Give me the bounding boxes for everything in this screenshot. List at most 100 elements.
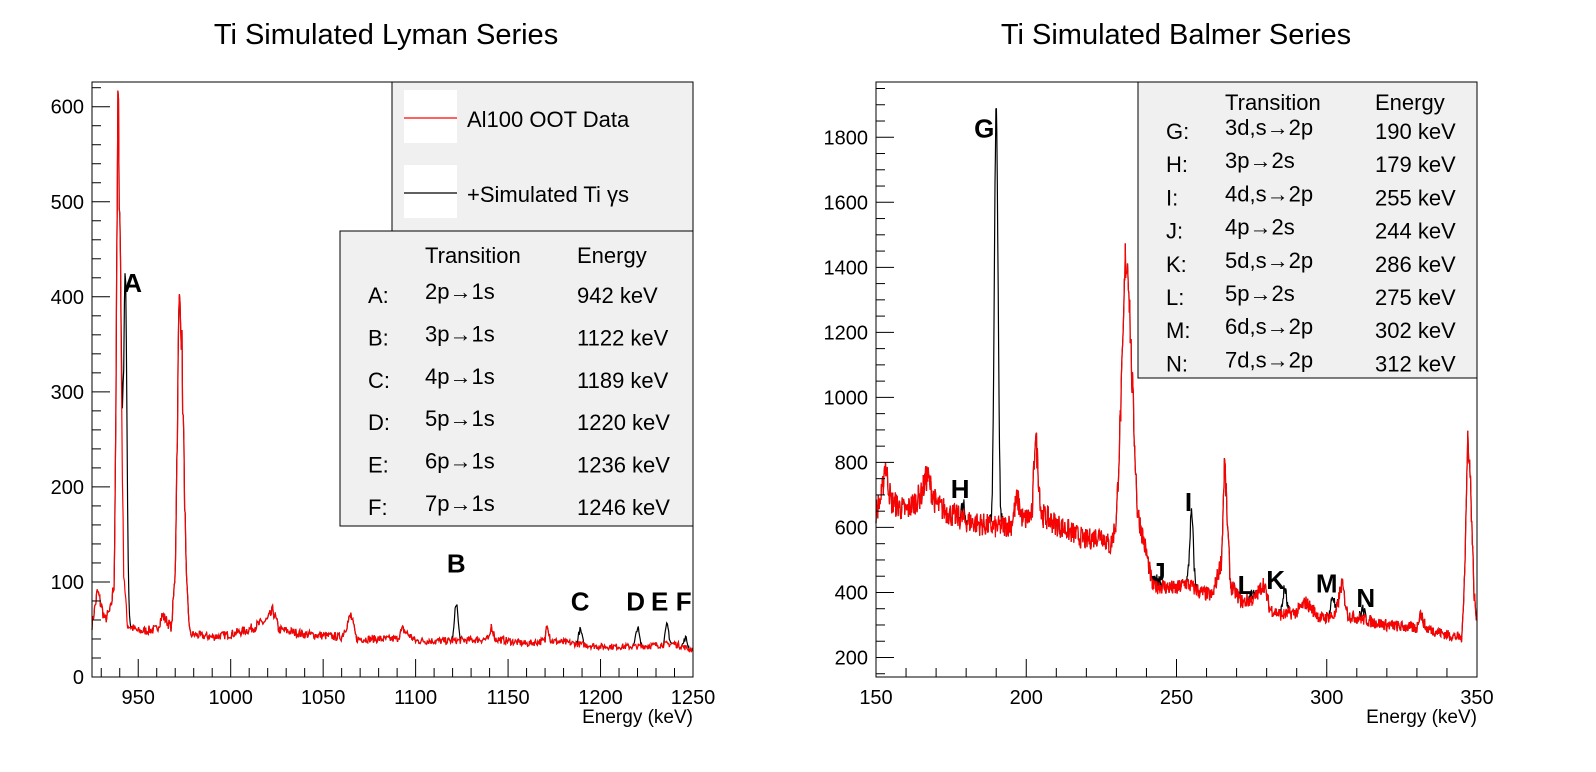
table-cell: 3d,s→2p — [1225, 115, 1313, 140]
table-header: Energy — [1375, 90, 1445, 115]
table-cell: 6d,s→2p — [1225, 314, 1313, 339]
x-tick-label: 150 — [859, 687, 892, 709]
y-tick-label: 400 — [835, 582, 868, 604]
legend-swatch-bg — [404, 90, 457, 143]
table-cell: G: — [1166, 119, 1189, 144]
legend-entry-label: +Simulated Ti γs — [467, 182, 629, 207]
table-cell: 190 keV — [1375, 119, 1456, 144]
x-tick-label: 950 — [122, 687, 155, 709]
table-cell: 312 keV — [1375, 351, 1456, 376]
table-cell: K: — [1166, 252, 1187, 277]
x-tick-label: 1150 — [487, 687, 530, 709]
x-tick-label: 1250 — [671, 687, 716, 709]
peak-label-d: D — [626, 586, 645, 616]
table-cell: 179 keV — [1375, 152, 1456, 177]
table-cell: 1122 keV — [577, 325, 669, 350]
y-tick-label: 1400 — [824, 257, 869, 279]
peak-label-a: A — [123, 268, 142, 298]
transition-table-box — [1137, 81, 1478, 379]
table-cell: J: — [1166, 219, 1183, 244]
table-cell: 6p→1s — [425, 449, 495, 474]
table-cell: A: — [368, 283, 389, 308]
table-header: Transition — [425, 243, 521, 268]
table-cell: 7p→1s — [425, 491, 495, 516]
balmer-series-plot: Ti Simulated Balmer Series 150 200 250 300 35… — [824, 19, 1494, 728]
peak-label-n: N — [1356, 583, 1375, 613]
table-cell: 5d,s→2p — [1225, 248, 1313, 273]
table-cell: B: — [368, 325, 389, 350]
table-cell: 286 keV — [1375, 252, 1456, 277]
y-tick-label: 200 — [835, 647, 868, 669]
y-tick-label: 1800 — [824, 127, 869, 149]
chart-title: Ti Simulated Balmer Series — [1001, 19, 1351, 51]
x-tick-label: 250 — [1160, 687, 1193, 709]
table-cell: 7d,s→2p — [1225, 347, 1313, 372]
table-cell: 4d,s→2p — [1225, 181, 1313, 206]
x-tick-label: 300 — [1310, 687, 1343, 709]
table-cell: 244 keV — [1375, 219, 1456, 244]
y-tick-label: 600 — [835, 517, 868, 539]
table-cell: 255 keV — [1375, 185, 1456, 210]
table-cell: N: — [1166, 351, 1188, 376]
table-cell: 2p→1s — [425, 279, 495, 304]
table-cell: 1246 keV — [577, 495, 670, 520]
peak-label-h: H — [951, 474, 970, 504]
table-cell: C: — [368, 368, 390, 393]
transition-table: Transition Energy G: 3d,s→2p 190 keV H: 3p→2s 1… — [1137, 81, 1478, 379]
x-tick-label: 1200 — [578, 687, 623, 709]
al100-oot-data-series-line — [91, 90, 694, 653]
y-tick-label: 1200 — [824, 322, 869, 344]
legend: Al100 OOT Data +Simulated Ti γs — [391, 81, 694, 232]
table-cell: 1189 keV — [577, 368, 669, 393]
x-tick-label: 1000 — [208, 687, 253, 709]
table-cell: D: — [368, 410, 390, 435]
x-tick-label: 200 — [1010, 687, 1043, 709]
table-cell: 1220 keV — [577, 410, 670, 435]
peak-label-i: I — [1185, 487, 1192, 517]
y-tick-label: 400 — [51, 287, 84, 309]
y-tick-label: 800 — [835, 452, 868, 474]
table-cell: L: — [1166, 285, 1184, 310]
y-tick-label: 1600 — [824, 192, 869, 214]
y-tick-label: 100 — [51, 572, 84, 594]
table-cell: 275 keV — [1375, 285, 1456, 310]
peak-label-k: K — [1266, 565, 1285, 595]
y-tick-label: 300 — [51, 382, 84, 404]
y-tick-label: 0 — [73, 667, 84, 689]
table-cell: 942 keV — [577, 283, 658, 308]
x-tick-label: 350 — [1460, 687, 1493, 709]
table-cell: F: — [368, 495, 388, 520]
peak-label-f: F — [676, 586, 692, 616]
table-cell: 4p→2s — [1225, 215, 1295, 240]
peak-label-l: L — [1238, 570, 1254, 600]
y-tick-label: 500 — [51, 192, 84, 214]
table-cell: 3p→2s — [1225, 148, 1295, 173]
chart-title: Ti Simulated Lyman Series — [214, 19, 558, 51]
peak-label-m: M — [1316, 568, 1338, 598]
table-cell: H: — [1166, 152, 1188, 177]
table-cell: 302 keV — [1375, 318, 1456, 343]
peak-label-c: C — [571, 586, 590, 616]
table-cell: 4p→1s — [425, 364, 495, 389]
legend-entry-label: Al100 OOT Data — [467, 107, 630, 132]
transition-table: Transition Energy A: 2p→1s 942 keV B: 3p→1s 112… — [339, 230, 694, 527]
table-cell: M: — [1166, 318, 1190, 343]
table-header: Transition — [1225, 90, 1321, 115]
peak-label-b: B — [447, 548, 466, 578]
table-cell: E: — [368, 453, 389, 478]
table-cell: I: — [1166, 185, 1178, 210]
y-tick-label: 1000 — [824, 387, 869, 409]
peak-label-g: G — [974, 113, 994, 143]
table-cell: 5p→2s — [1225, 281, 1295, 306]
y-tick-label: 600 — [51, 97, 84, 119]
peak-label-e: E — [651, 586, 668, 616]
transition-table-box — [339, 230, 694, 527]
table-cell: 3p→1s — [425, 321, 495, 346]
al100-oot-data-series-line — [875, 243, 1478, 643]
table-cell: 1236 keV — [577, 453, 670, 478]
legend-swatch-bg — [404, 165, 457, 218]
x-axis-label: Energy (keV) — [1366, 707, 1477, 728]
x-tick-label: 1050 — [301, 687, 346, 709]
